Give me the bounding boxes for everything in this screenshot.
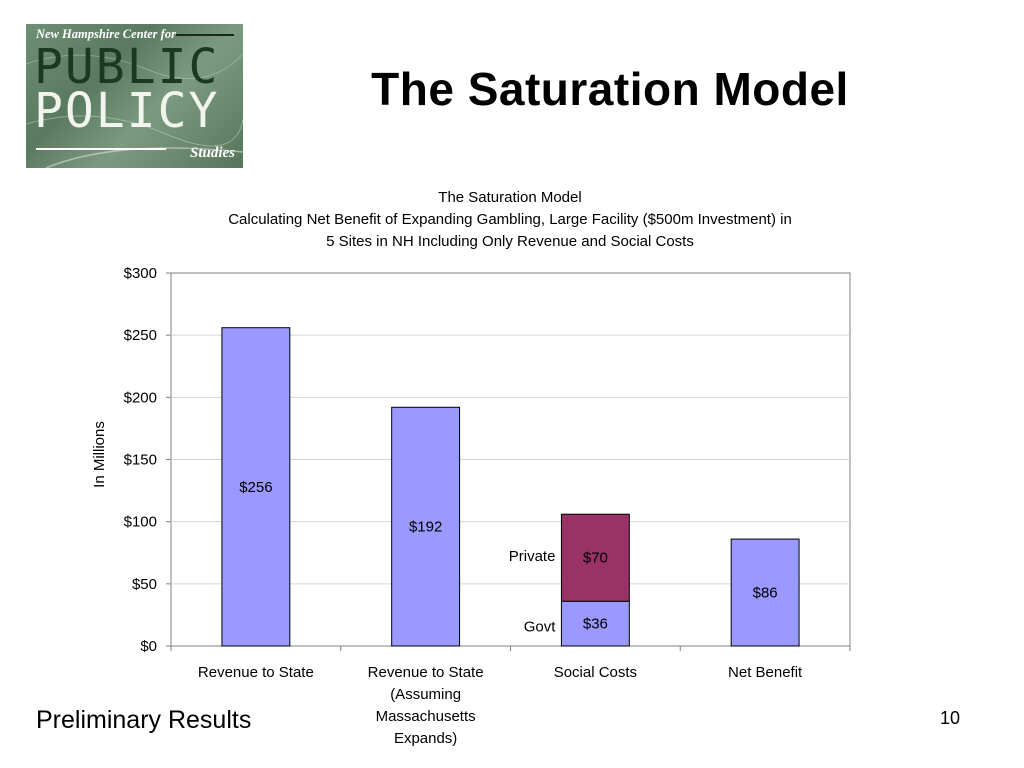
x-tick-label: Expands) (394, 730, 457, 747)
bar-segment (560, 600, 630, 647)
logo-policy: POLICY (34, 83, 220, 139)
y-tick-label: $150 (124, 452, 157, 469)
bar-segment (560, 513, 630, 602)
data-label: $36 (583, 616, 608, 633)
logo-studies: Studies (189, 145, 235, 161)
y-axis-label: In Millions (91, 421, 108, 488)
y-tick-label: $250 (124, 327, 157, 344)
logo: New Hampshire Center for PUBLIC POLICY S… (26, 24, 243, 168)
logo-public: PUBLIC (34, 39, 220, 95)
bar-segment (730, 538, 800, 647)
chart-title-line: 5 Sites in NH Including Only Revenue and… (326, 233, 694, 250)
x-tick-label: Revenue to State (368, 664, 484, 681)
page-number: 10 (940, 708, 961, 728)
x-tick-label: Social Costs (554, 664, 637, 681)
x-tick-label: (Assuming (390, 686, 461, 703)
segment-side-label: Govt (524, 619, 557, 636)
x-tick-label: Massachusetts (376, 708, 476, 725)
segment-side-label: Private (509, 548, 556, 565)
y-tick-label: $0 (140, 638, 157, 655)
data-label: $86 (753, 585, 778, 602)
y-tick-label: $300 (124, 265, 157, 282)
logo-line1: New Hampshire Center for (36, 27, 176, 41)
data-label: $192 (409, 519, 442, 536)
bar-segment (221, 327, 291, 647)
data-label: $70 (583, 550, 608, 567)
y-tick-label: $100 (124, 514, 157, 531)
slide-title: The Saturation Model (371, 63, 849, 115)
chart-title-line: Calculating Net Benefit of Expanding Gam… (228, 211, 792, 228)
data-label: $256 (239, 479, 272, 496)
footer-text: Preliminary Results (36, 706, 252, 734)
logo-texture (26, 34, 243, 168)
y-tick-label: $200 (124, 389, 157, 406)
y-tick-label: $50 (132, 576, 157, 593)
x-tick-label: Net Benefit (728, 664, 803, 681)
bar-segment (391, 406, 461, 647)
chart-title-line: The Saturation Model (438, 189, 581, 206)
x-tick-label: Revenue to State (198, 664, 314, 681)
